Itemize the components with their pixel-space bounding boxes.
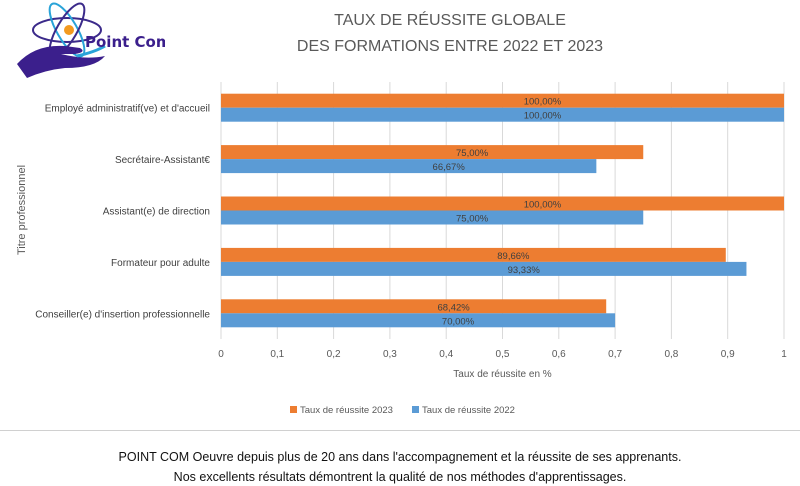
data-label: 75,00% <box>456 148 489 159</box>
x-tick-label: 0,2 <box>327 349 341 360</box>
chart-title-line2: DES FORMATIONS ENTRE 2022 ET 2023 <box>296 38 604 55</box>
category-label: Conseiller(e) d'insertion professionnell… <box>35 309 210 320</box>
x-tick-label: 0,1 <box>270 349 284 360</box>
y-axis-title: Titre professionnel <box>16 165 28 255</box>
svg-text:Point Com: Point Com <box>85 33 165 51</box>
x-tick-label: 0,8 <box>664 349 678 360</box>
data-label: 93,33% <box>508 265 541 276</box>
chart-title-line1: TAUX DE RÉUSSITE GLOBALE <box>334 12 566 29</box>
bar-2023 <box>221 93 784 108</box>
x-tick-label: 0,5 <box>496 349 510 360</box>
legend-label: Taux de réussite 2022 <box>422 405 515 416</box>
legend-swatch <box>290 406 297 413</box>
bar-2022 <box>221 159 597 174</box>
legend-label: Taux de réussite 2023 <box>300 405 393 416</box>
data-label: 70,00% <box>442 316 475 327</box>
category-label: Employé administratif(ve) et d'accueil <box>45 104 210 115</box>
category-label: Secrétaire-Assistant€ <box>115 155 210 166</box>
point-com-logo: Point Com <box>17 2 165 78</box>
bar-2022 <box>221 210 644 225</box>
x-tick-label: 0,3 <box>383 349 397 360</box>
x-tick-label: 0 <box>218 349 224 360</box>
bar-2023 <box>221 299 607 314</box>
bar-2022 <box>221 261 747 276</box>
footer-line1: POINT COM Oeuvre depuis plus de 20 ans d… <box>118 450 682 464</box>
x-tick-label: 0,7 <box>608 349 622 360</box>
legend-swatch <box>412 406 419 413</box>
data-label: 68,42% <box>437 302 470 313</box>
data-label: 100,00% <box>524 111 562 122</box>
bar-2022 <box>221 107 784 122</box>
x-axis-title: Taux de réussite en % <box>453 369 551 380</box>
data-label: 66,67% <box>433 162 466 173</box>
data-label: 100,00% <box>524 97 562 108</box>
data-label: 89,66% <box>497 251 530 262</box>
divider <box>0 430 800 431</box>
x-tick-label: 0,9 <box>721 349 735 360</box>
data-label: 75,00% <box>456 214 489 225</box>
bar-2023 <box>221 145 644 160</box>
category-label: Formateur pour adulte <box>111 258 210 269</box>
bar-2023 <box>221 196 784 211</box>
x-tick-label: 0,6 <box>552 349 566 360</box>
category-label: Assistant(e) de direction <box>103 207 210 218</box>
bar-2023 <box>221 247 726 262</box>
footer-line2: Nos excellents résultats démontrent la q… <box>173 470 627 484</box>
x-tick-label: 1 <box>781 349 787 360</box>
bar-chart: 0 0,1 0,2 0,3 0,4 0,5 0,6 0,7 0,8 0,9 1 Employé adm… <box>16 82 787 416</box>
x-tick-label: 0,4 <box>439 349 453 360</box>
bar-2022 <box>221 313 616 328</box>
data-label: 100,00% <box>524 200 562 211</box>
